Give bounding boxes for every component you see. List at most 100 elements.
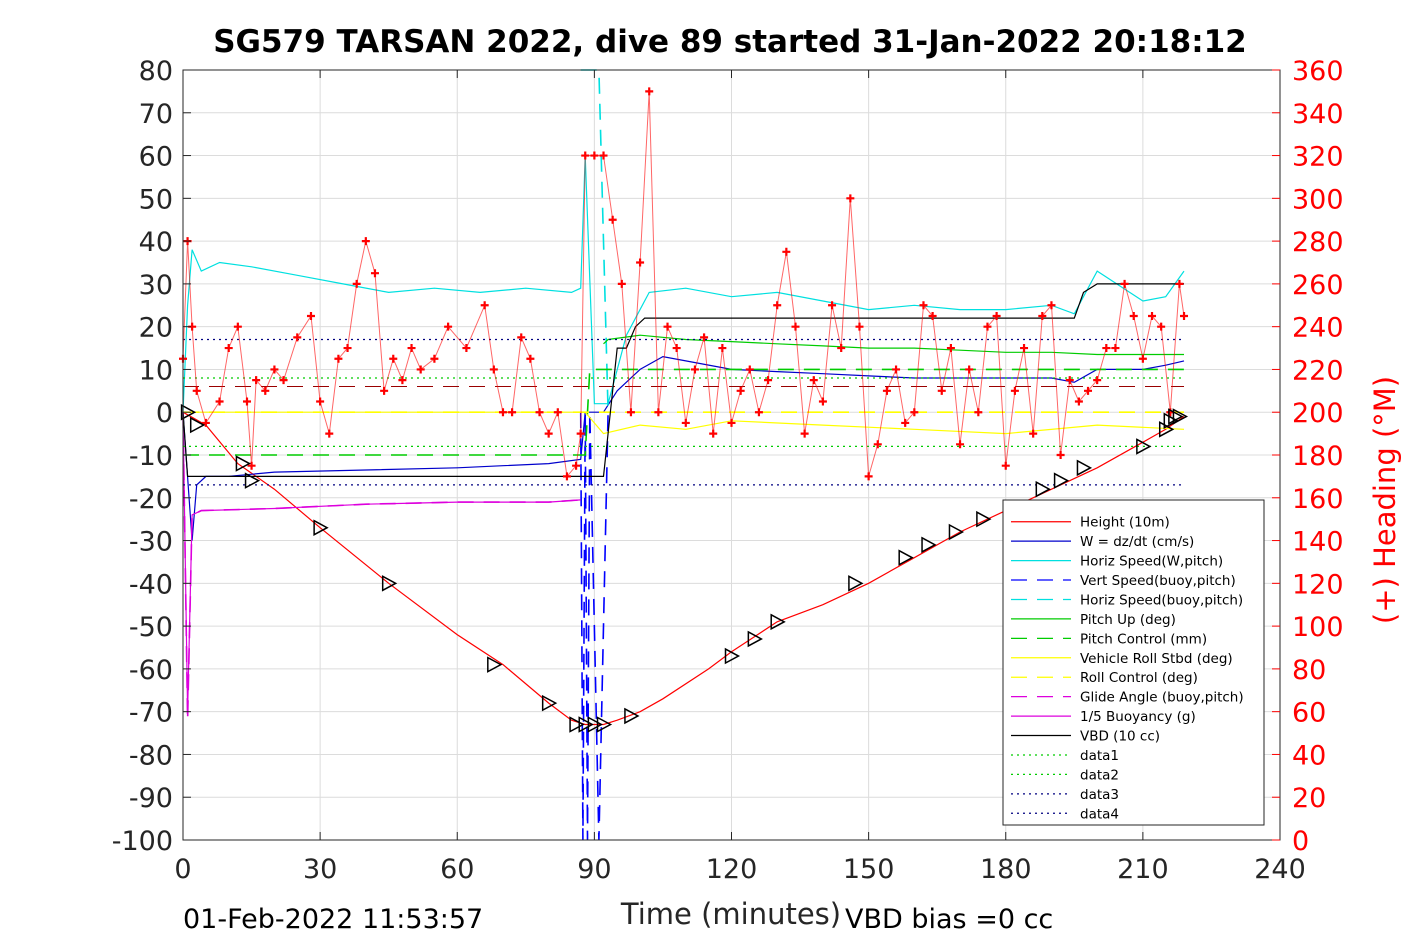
heading-point xyxy=(672,344,681,353)
x-tick-label: 90 xyxy=(577,854,611,885)
triangle-marker xyxy=(381,575,398,592)
legend-entry: Height (10m) xyxy=(1080,515,1170,531)
heading-point xyxy=(956,440,965,449)
series-line-11 xyxy=(182,412,581,712)
right-y-tick-label: 360 xyxy=(1292,56,1344,87)
right-y-tick-label: 300 xyxy=(1292,184,1344,215)
heading-point xyxy=(910,408,919,417)
x-tick-label: 180 xyxy=(980,854,1032,885)
heading-point xyxy=(270,365,279,374)
heading-point xyxy=(416,365,425,374)
right-y-tick-label: 220 xyxy=(1292,355,1344,386)
heading-point xyxy=(325,429,334,438)
triangle-marker xyxy=(1168,408,1184,425)
x-tick-label: 240 xyxy=(1254,854,1306,885)
heading-point xyxy=(928,311,937,320)
y-tick-label: -30 xyxy=(129,527,173,558)
triangle-marker xyxy=(770,613,786,631)
legend-entry: Horiz Speed(buoy,pitch) xyxy=(1080,592,1243,608)
heading-point xyxy=(233,322,242,331)
right-y-tick-label: 160 xyxy=(1292,484,1344,515)
legend-entry: data4 xyxy=(1080,806,1119,822)
heading-point xyxy=(1056,451,1065,459)
heading-point xyxy=(1010,386,1019,395)
right-y-tick-label: 100 xyxy=(1292,612,1344,643)
triangle-marker xyxy=(624,707,640,725)
legend: Height (10m) W = dz/dt (cm/s) Horiz Speed(… xyxy=(1002,499,1265,826)
triangle-marker xyxy=(1163,412,1179,430)
heading-point xyxy=(626,408,635,417)
heading-point xyxy=(553,408,562,417)
legend-entry: Horiz Speed(W,pitch) xyxy=(1080,554,1223,570)
heading-point xyxy=(946,344,955,353)
heading-point xyxy=(809,376,818,385)
heading-point xyxy=(1020,344,1029,353)
heading-point xyxy=(252,376,261,385)
triangle-marker xyxy=(976,510,992,528)
heading-point xyxy=(663,322,672,331)
heading-point xyxy=(1074,397,1083,406)
heading-point xyxy=(489,365,498,374)
heading-point xyxy=(572,461,581,470)
right-y-tick-label: 280 xyxy=(1292,227,1344,258)
heading-point xyxy=(1157,322,1166,331)
heading-point xyxy=(617,279,626,288)
heading-point xyxy=(370,269,379,278)
y-tick-label: 20 xyxy=(139,313,173,344)
triangle-marker xyxy=(1158,421,1175,438)
heading-point xyxy=(1175,279,1184,288)
triangle-marker xyxy=(180,403,197,421)
legend-entry: Pitch Control (mm) xyxy=(1080,631,1207,647)
legend-entry: Vert Speed(buoy,pitch) xyxy=(1080,573,1236,589)
heading-point xyxy=(599,151,608,160)
heading-point xyxy=(937,386,946,395)
heading-point xyxy=(873,440,882,449)
heading-point xyxy=(965,365,974,374)
heading-point xyxy=(709,429,718,438)
heading-point xyxy=(818,397,827,406)
y-tick-label: -80 xyxy=(129,740,173,771)
triangle-marker xyxy=(898,549,914,566)
y-tick-label: -20 xyxy=(129,484,173,515)
legend-entry: data2 xyxy=(1080,767,1119,783)
heading-point xyxy=(645,87,654,96)
right-y-tick-label: 0 xyxy=(1292,826,1309,857)
heading-point xyxy=(864,472,873,481)
heading-point xyxy=(1065,376,1074,385)
y-tick-label: -70 xyxy=(129,698,173,729)
legend-entry: data1 xyxy=(1080,748,1119,764)
heading-point xyxy=(1111,344,1120,353)
heading-point xyxy=(727,418,736,427)
heading-line xyxy=(182,91,1185,478)
heading-point xyxy=(1047,301,1056,310)
heading-point xyxy=(1102,344,1111,353)
right-y-tick-label: 60 xyxy=(1292,698,1326,729)
heading-point xyxy=(855,322,864,331)
heading-point xyxy=(901,418,910,427)
heading-point xyxy=(430,354,439,363)
x-tick-label: 210 xyxy=(1117,854,1169,885)
heading-point xyxy=(192,386,201,395)
triangle-marker xyxy=(1076,459,1093,477)
heading-point xyxy=(608,215,617,224)
legend-entry: Glide Angle (buoy,pitch) xyxy=(1080,690,1244,706)
heading-point xyxy=(389,354,398,363)
legend-entry: Vehicle Roll Stbd (deg) xyxy=(1080,651,1233,667)
triangle-marker xyxy=(487,656,503,673)
heading-point xyxy=(334,354,343,363)
heading-point xyxy=(828,301,837,310)
triangle-marker xyxy=(1136,438,1152,455)
y-tick-label: 30 xyxy=(139,270,173,301)
heading-point xyxy=(837,344,846,353)
heading-point xyxy=(224,344,233,353)
y-tick-label: -50 xyxy=(129,612,173,643)
heading-point xyxy=(544,429,553,438)
triangle-marker xyxy=(921,536,937,554)
heading-point xyxy=(352,279,361,288)
heading-point xyxy=(201,418,210,427)
y-tick-label: 40 xyxy=(139,227,173,258)
y-tick-label: -10 xyxy=(129,441,173,472)
legend-box xyxy=(1002,499,1265,826)
heading-point xyxy=(992,311,1001,320)
